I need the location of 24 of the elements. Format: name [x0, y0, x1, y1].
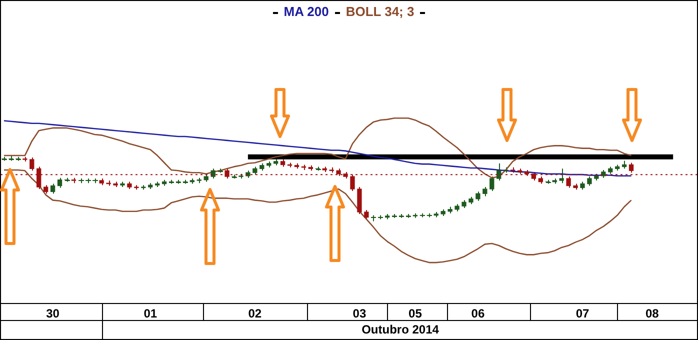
candlestick — [482, 186, 488, 197]
candlestick — [566, 176, 571, 188]
x-axis-title: Outubro 2014 — [362, 322, 440, 337]
candlestick — [357, 186, 362, 214]
candlestick — [364, 210, 369, 220]
x-tick-label: 08 — [646, 306, 660, 321]
candlestick — [559, 168, 564, 184]
text: MA 200 — [284, 4, 329, 19]
x-tick-label: 02 — [248, 306, 262, 321]
x-tick-label: 30 — [46, 306, 60, 321]
candlestick — [496, 162, 502, 181]
candlestick — [490, 176, 494, 192]
candlestick — [50, 183, 56, 194]
candlestick — [57, 177, 62, 188]
x-tick-label: 07 — [576, 306, 590, 321]
x-tick-label: 06 — [471, 306, 485, 321]
x-tick-label: 05 — [408, 306, 422, 321]
candlestick — [587, 176, 592, 186]
text: BOLL 34; 3 — [346, 4, 414, 19]
candlestick — [476, 191, 480, 202]
x-tick-label: 01 — [144, 306, 158, 321]
x-tick-label: 03 — [352, 306, 366, 321]
candlestick — [30, 157, 34, 172]
candlestick — [210, 168, 216, 180]
